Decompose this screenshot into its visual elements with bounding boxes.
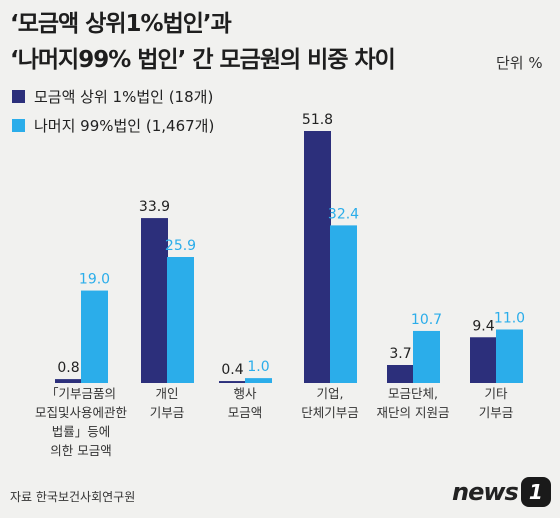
data-label-top1-4: 3.7 bbox=[389, 346, 411, 362]
category-label-5-line-1: 기부금 bbox=[479, 405, 514, 420]
bar-top1-4 bbox=[387, 365, 414, 383]
news1-logo: news 1 bbox=[452, 477, 551, 507]
data-label-top1-1: 33.9 bbox=[139, 199, 170, 215]
category-label-4-line-0: 모금단체, bbox=[388, 386, 438, 401]
category-label-1-line-1: 기부금 bbox=[150, 405, 185, 420]
category-label-3-line-1: 단체기부금 bbox=[301, 405, 359, 420]
legend-swatch-top1 bbox=[12, 90, 25, 103]
source-note: 자료 한국보건사회연구원 bbox=[10, 490, 136, 504]
bar-rest99-2 bbox=[245, 378, 272, 383]
category-label-2-line-0: 행사 bbox=[233, 386, 257, 401]
category-label-0-line-2: 법률」등에 bbox=[52, 424, 111, 439]
chart-title-line-2: ‘나머지99% 법인’ 간 모금원의 비중 차이 bbox=[10, 47, 396, 73]
legend-item-rest99: 나머지 99%법인 (1,467개) bbox=[12, 115, 214, 136]
bar-rest99-5 bbox=[496, 329, 523, 383]
bar-rest99-3 bbox=[330, 225, 357, 383]
bar-top1-5 bbox=[470, 337, 497, 383]
data-label-rest99-3: 32.4 bbox=[328, 206, 359, 222]
legend-label-top1: 모금액 상위 1%법인 (18개) bbox=[34, 88, 214, 106]
data-label-rest99-5: 11.0 bbox=[494, 310, 525, 326]
category-label-2-line-1: 모금액 bbox=[228, 405, 263, 420]
data-label-top1-3: 51.8 bbox=[302, 112, 333, 128]
category-label-5-line-0: 기타 bbox=[484, 386, 508, 401]
category-label-0-line-3: 의한 모금액 bbox=[50, 443, 111, 458]
legend-swatch-rest99 bbox=[12, 119, 25, 132]
data-label-rest99-4: 10.7 bbox=[411, 312, 442, 328]
bar-rest99-4 bbox=[413, 330, 440, 383]
category-label-1-line-0: 개인 bbox=[155, 386, 178, 401]
logo-text: news bbox=[452, 478, 519, 506]
chart-title-line-1: ‘모금액 상위1%법인’과 bbox=[10, 11, 232, 37]
legend-item-top1: 모금액 상위 1%법인 (18개) bbox=[12, 86, 213, 107]
unit-label: 단위 % bbox=[496, 54, 543, 72]
legend-label-rest99: 나머지 99%법인 (1,467개) bbox=[34, 117, 215, 135]
bar-top1-0 bbox=[55, 379, 82, 383]
data-label-top1-5: 9.4 bbox=[472, 318, 494, 334]
category-label-3-line-0: 기업, bbox=[317, 386, 344, 401]
data-label-top1-0: 0.8 bbox=[57, 360, 79, 376]
category-label-4-line-1: 재단의 지원금 bbox=[377, 405, 450, 420]
data-label-rest99-0: 19.0 bbox=[79, 272, 110, 288]
category-label-0-line-0: 「기부금품의 bbox=[46, 386, 116, 401]
bar-rest99-0 bbox=[81, 290, 108, 383]
data-label-rest99-1: 25.9 bbox=[165, 238, 196, 254]
category-label-0-line-1: 모집및사용에관한 bbox=[35, 405, 128, 420]
logo-badge: 1 bbox=[520, 477, 551, 507]
bar-top1-3 bbox=[304, 131, 331, 383]
bar-top1-1 bbox=[141, 218, 168, 383]
data-label-rest99-2: 1.0 bbox=[247, 359, 269, 375]
bar-top1-2 bbox=[219, 381, 246, 383]
bar-rest99-1 bbox=[167, 257, 194, 383]
data-label-top1-2: 0.4 bbox=[221, 362, 243, 378]
